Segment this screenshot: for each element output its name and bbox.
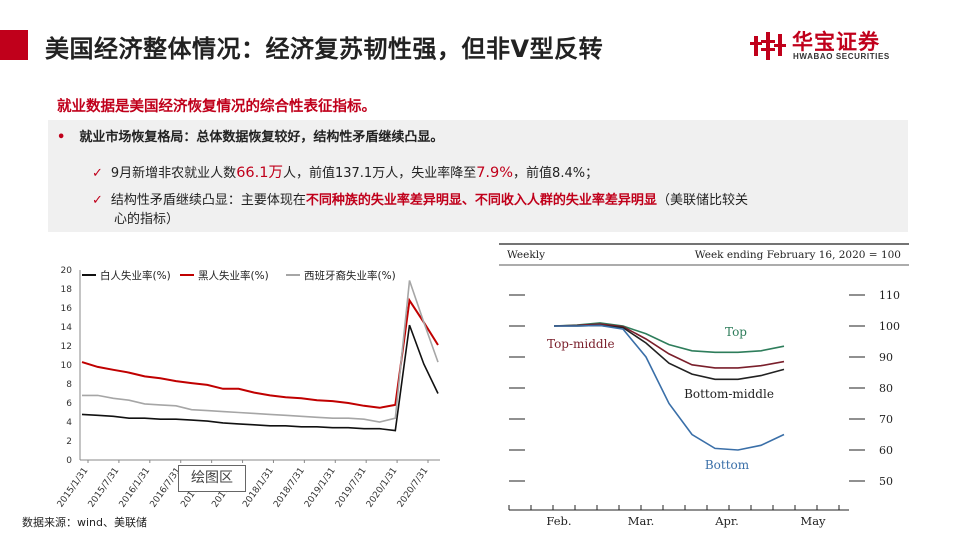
x-tick-label: 2020/7/31 bbox=[396, 466, 431, 510]
y-tick-label: 10 bbox=[61, 361, 73, 371]
y-tick-label: 2 bbox=[66, 437, 72, 447]
y-tick-label: 8 bbox=[66, 380, 72, 390]
x-tick-label: 2019/1/31 bbox=[303, 466, 338, 510]
y-tick-label: 4 bbox=[66, 418, 72, 428]
chart-title-right: Week ending February 16, 2020 = 100 bbox=[695, 249, 901, 261]
x-tick-label: 2018/7/31 bbox=[272, 466, 307, 510]
x-tick-label: Apr. bbox=[714, 514, 739, 528]
legend-label: 黑人失业率(%) bbox=[198, 269, 269, 282]
unemployment-by-race-chart: 0 2 4 6 8 10 12 14 16 18 20 2015/1/312015/7/312016/… bbox=[56, 266, 440, 510]
legend-label: 白人失业率(%) bbox=[100, 269, 171, 282]
source-note: 数据来源：wind、美联储 bbox=[22, 516, 148, 529]
x-tick-label: May bbox=[800, 514, 826, 528]
y-tick-label: 12 bbox=[61, 342, 72, 352]
y-tick-label: 60 bbox=[879, 444, 893, 457]
x-tick-label: 2019/7/31 bbox=[334, 466, 369, 510]
check-item-payrolls: ✓ 9月新增非农就业人数66.1万人，前值137.1万人，失业率降至7.9%，前值… bbox=[92, 161, 598, 182]
check2-highlight: 不同种族的失业率差异明显、不同收入人群的失业率差异明显 bbox=[305, 193, 657, 208]
logo-text-en: HWABAO SECURITIES bbox=[793, 52, 890, 61]
y-tick-label: 6 bbox=[66, 399, 72, 409]
y-tick-label: 100 bbox=[879, 320, 900, 333]
legend-label: 西班牙裔失业率(%) bbox=[304, 269, 396, 282]
series-line-1 bbox=[553, 323, 785, 369]
check2-continuation: 心的指标） bbox=[114, 212, 180, 227]
series-line-0 bbox=[81, 324, 439, 432]
x-tick-label: Mar. bbox=[628, 514, 655, 528]
y-tick-label: 110 bbox=[879, 289, 900, 302]
series-line-2 bbox=[82, 280, 439, 423]
logo-mark-icon bbox=[750, 32, 786, 60]
check2-post: （美联储比较关 bbox=[656, 193, 748, 208]
y-tick-label: 90 bbox=[879, 351, 893, 364]
company-logo: 华宝证券 HWABAO SECURITIES bbox=[750, 30, 930, 64]
check1-mid: 人，前值137.1万人，失业率降至 bbox=[282, 166, 477, 181]
check1-value-rate: 7.9% bbox=[476, 165, 514, 181]
series-line-1 bbox=[81, 297, 439, 409]
check1-value-payrolls: 66.1万 bbox=[236, 165, 283, 181]
series-label: Bottom bbox=[705, 458, 750, 472]
page-title: 美国经济整体情况：经济复苏韧性强，但非V型反转 bbox=[45, 35, 604, 63]
check2-pre: 结构性矛盾继续凸显：主要体现在 bbox=[110, 193, 306, 208]
check1-post: ，前值8.4%； bbox=[513, 166, 599, 181]
logo-text-cn: 华宝证券 bbox=[792, 30, 880, 54]
y-tick-label: 80 bbox=[879, 382, 893, 395]
series-label: Top bbox=[725, 325, 747, 339]
check1-pre: 9月新增非农就业人数 bbox=[110, 166, 237, 181]
summary-panel bbox=[48, 120, 908, 232]
check-item-structure: ✓ 结构性矛盾继续凸显：主要体现在不同种族的失业率差异明显、不同收入人群的失业率差… bbox=[92, 191, 912, 229]
x-tick-label: 2016/1/31 bbox=[118, 466, 153, 510]
checkmark-icon: ✓ bbox=[92, 193, 103, 208]
x-tick-label: 2020/1/31 bbox=[365, 466, 400, 510]
y-tick-label: 50 bbox=[879, 475, 893, 488]
bullet-item: • 就业市场恢复格局：总体数据恢复较好，结构性矛盾继续凸显。 bbox=[57, 126, 443, 145]
x-tick-label: 2018/1/31 bbox=[241, 466, 276, 510]
y-tick-label: 20 bbox=[61, 266, 73, 276]
bullet-dot-icon: • bbox=[57, 130, 66, 145]
y-tick-label: 18 bbox=[61, 285, 73, 295]
headline: 就业数据是美国经济恢复情况的综合性表征指标。 bbox=[57, 99, 376, 115]
bullet-text: 就业市场恢复格局：总体数据恢复较好，结构性矛盾继续凸显。 bbox=[79, 130, 444, 145]
series-line-0 bbox=[553, 322, 785, 354]
chart-title-left: Weekly bbox=[507, 249, 545, 261]
y-tick-label: 70 bbox=[879, 413, 893, 426]
series-label: Top-middle bbox=[547, 337, 615, 351]
y-tick-label: 0 bbox=[66, 456, 72, 466]
checkmark-icon: ✓ bbox=[92, 166, 103, 181]
x-tick-label: 2015/1/31 bbox=[56, 466, 91, 510]
x-tick-label: 2015/7/31 bbox=[87, 466, 122, 510]
title-accent-bar bbox=[0, 30, 28, 60]
series-line-3 bbox=[554, 324, 785, 451]
y-tick-label: 14 bbox=[61, 323, 73, 333]
x-tick-label: Feb. bbox=[546, 514, 571, 528]
y-tick-label: 16 bbox=[61, 304, 73, 314]
series-label: Bottom-middle bbox=[684, 387, 774, 401]
plot-area-label: 绘图区 bbox=[178, 465, 246, 492]
weekly-spending-by-income-chart: Weekly Week ending February 16, 2020 = 10… bbox=[499, 243, 909, 528]
